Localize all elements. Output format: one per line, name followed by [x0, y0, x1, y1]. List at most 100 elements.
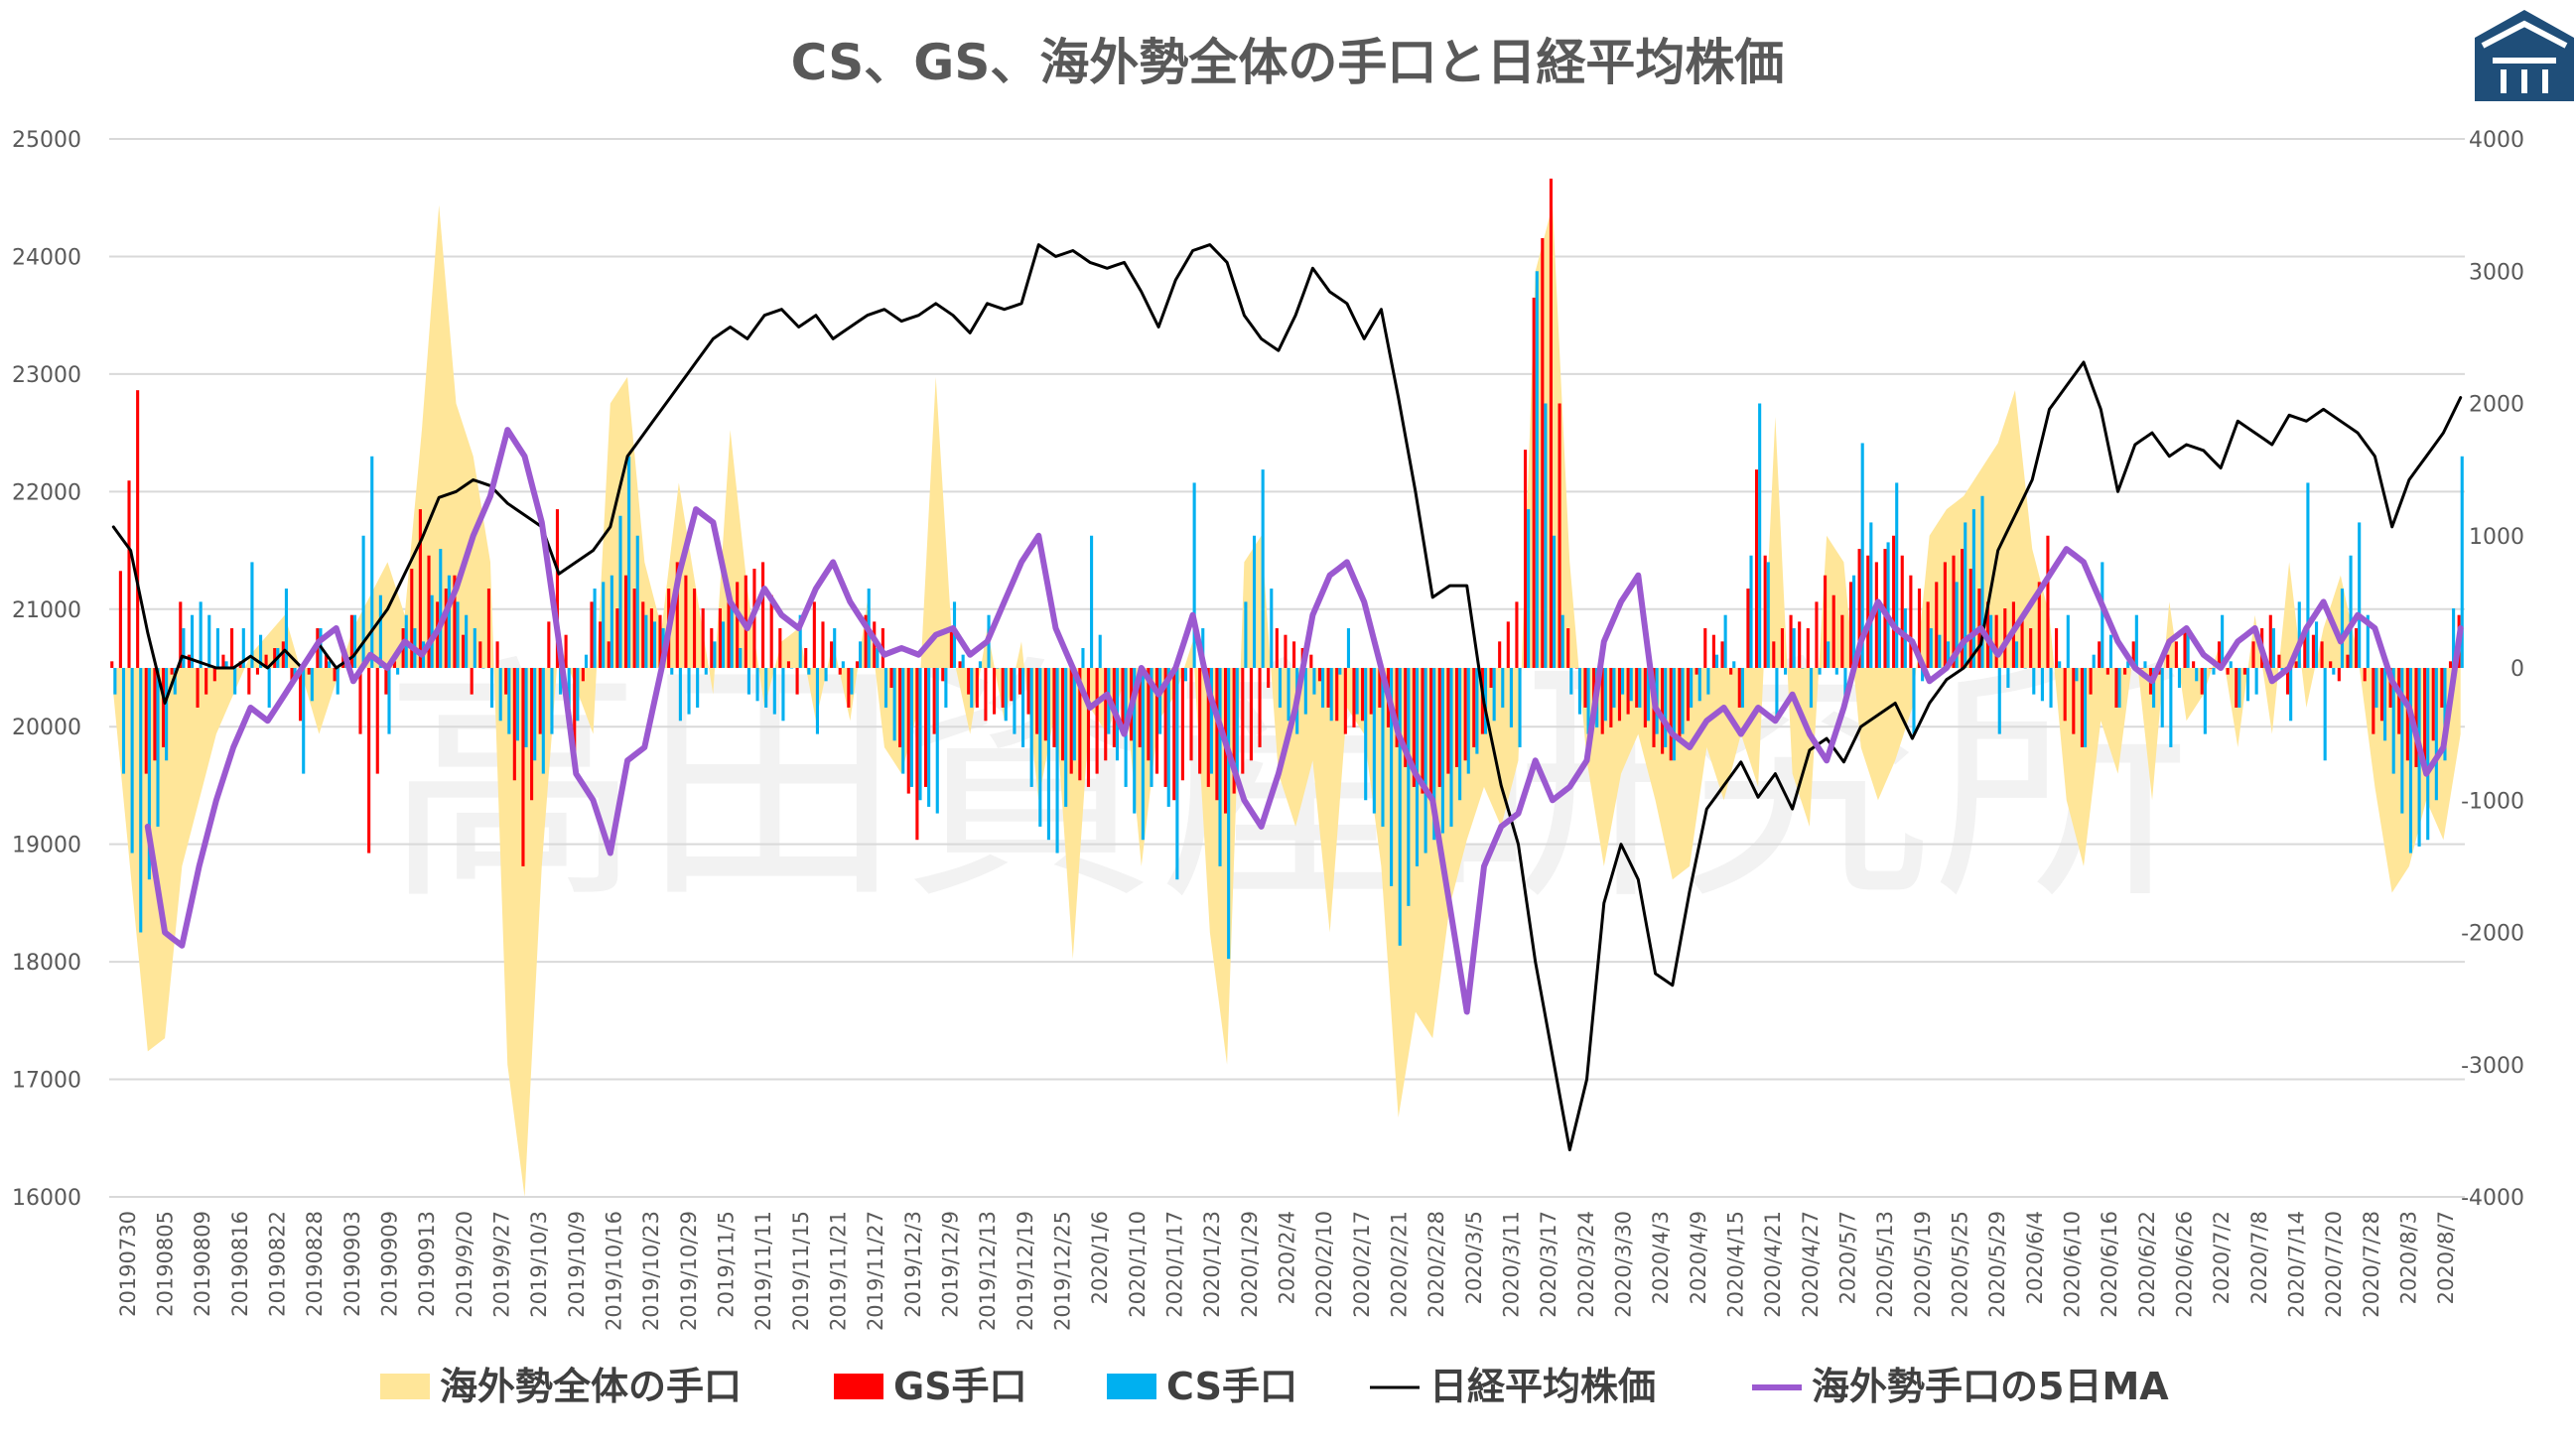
- gs-bar: [2166, 654, 2170, 668]
- gs-bar: [453, 575, 457, 668]
- gs-bar: [367, 668, 371, 854]
- cs-bar: [113, 668, 117, 695]
- gs-bar: [512, 668, 516, 781]
- cs-bar: [927, 668, 931, 807]
- cs-bar: [1801, 668, 1805, 669]
- cs-bar: [704, 668, 708, 675]
- x-tick-label: 2019/11/21: [827, 1211, 851, 1331]
- cs-bar: [2289, 668, 2293, 722]
- gs-bar: [2183, 628, 2187, 668]
- gs-bar: [333, 668, 337, 682]
- cs-bar: [2366, 614, 2370, 668]
- cs-bar: [2084, 668, 2088, 747]
- y-right-tick-label: -2000: [2461, 922, 2524, 947]
- gs-bar: [1661, 668, 1665, 754]
- cs-bar: [1955, 582, 1959, 668]
- cs-bar: [859, 641, 863, 668]
- gs-bar: [855, 661, 860, 668]
- x-tick-label: 2019/11/27: [864, 1211, 887, 1331]
- cs-bar: [2160, 668, 2164, 727]
- gs-bar: [2114, 668, 2118, 708]
- gs-bar: [1994, 614, 1998, 668]
- cs-bar: [1535, 271, 1539, 668]
- gs-bar: [967, 668, 971, 695]
- cs-bar: [618, 515, 622, 668]
- gs-bar: [2029, 628, 2033, 668]
- cs-bar: [1860, 443, 1864, 668]
- x-tick-label: 2020/3/11: [1500, 1211, 1524, 1318]
- gs-bar: [375, 668, 379, 774]
- gs-bar: [1815, 601, 1819, 668]
- gs-bar: [349, 614, 353, 668]
- cs-bar: [2014, 641, 2019, 668]
- gs-bar: [273, 648, 277, 668]
- gs-bar: [607, 641, 610, 668]
- gs-bar: [1857, 549, 1861, 668]
- x-tick-label: 2019/10/3: [527, 1211, 551, 1318]
- gs-bar: [1678, 668, 1682, 741]
- gs-bar: [1909, 575, 1913, 668]
- cs-bar: [1090, 535, 1094, 668]
- cs-bar: [1492, 668, 1496, 722]
- cs-bar: [1877, 601, 1882, 668]
- cs-bar: [2332, 668, 2336, 675]
- gs-bar: [1917, 589, 1922, 668]
- cs-bar: [1672, 668, 1676, 761]
- cs-bar: [781, 668, 785, 722]
- gs-bar: [2235, 668, 2238, 708]
- gs-bar: [299, 668, 303, 722]
- cs-bar: [2460, 456, 2464, 668]
- x-tick-label: 2020/6/16: [2098, 1211, 2121, 1318]
- x-tick-label: 20190805: [154, 1211, 178, 1317]
- cs-bar: [1569, 668, 1573, 695]
- cs-bar: [935, 668, 939, 814]
- gs-bar: [2003, 608, 2007, 668]
- cs-bar: [755, 668, 759, 702]
- gs-bar: [530, 668, 534, 801]
- gs-bar: [2379, 668, 2384, 722]
- cs-bar: [1013, 668, 1017, 734]
- cs-bar: [473, 628, 476, 668]
- x-tick-label: 2020/7/8: [2247, 1211, 2271, 1304]
- x-tick-label: 2020/6/22: [2135, 1211, 2159, 1318]
- gs-bar: [1532, 297, 1536, 668]
- y-left-tick-label: 17000: [12, 1069, 81, 1094]
- cs-bar: [1964, 522, 1967, 668]
- gs-bar: [1010, 668, 1014, 702]
- legend-label: 海外勢手口の5日MA: [1812, 1365, 2169, 1408]
- gs-bar: [127, 480, 131, 668]
- cs-bar: [1664, 668, 1668, 747]
- cs-bar: [1938, 634, 1942, 668]
- gs-bar: [1686, 668, 1691, 722]
- cs-bar: [841, 661, 845, 668]
- gs-bar: [1198, 668, 1202, 774]
- cs-bar: [2245, 668, 2250, 702]
- cs-bar: [215, 628, 219, 668]
- gs-bar: [1189, 668, 1193, 761]
- cs-bar: [678, 668, 682, 722]
- gs-bar: [898, 668, 902, 747]
- cs-bar: [2221, 614, 2225, 668]
- x-tick-label: 20190816: [228, 1211, 252, 1317]
- cs-bar: [1175, 668, 1179, 880]
- cs-bar: [2229, 661, 2233, 668]
- cs-bar: [2143, 661, 2147, 668]
- y-left-tick-label: 19000: [12, 834, 81, 858]
- gs-bar: [521, 668, 525, 866]
- gs-bar: [1421, 668, 1424, 794]
- gs-bar: [2440, 668, 2444, 708]
- gs-bar: [590, 601, 594, 668]
- gs-bar: [1232, 668, 1236, 794]
- cs-bar: [1621, 668, 1625, 695]
- gs-bar: [504, 668, 508, 695]
- cs-bar: [378, 594, 382, 668]
- x-tick-label: 2019/10/29: [677, 1211, 701, 1331]
- cs-bar: [2186, 628, 2190, 668]
- cs-bar: [815, 668, 820, 734]
- legend-label: 日経平均株価: [1429, 1365, 1656, 1408]
- cs-bar: [489, 668, 494, 708]
- cs-bar: [430, 594, 434, 668]
- gs-bar: [1840, 614, 1844, 668]
- cs-bar: [1518, 668, 1522, 747]
- cs-bar: [1364, 668, 1368, 801]
